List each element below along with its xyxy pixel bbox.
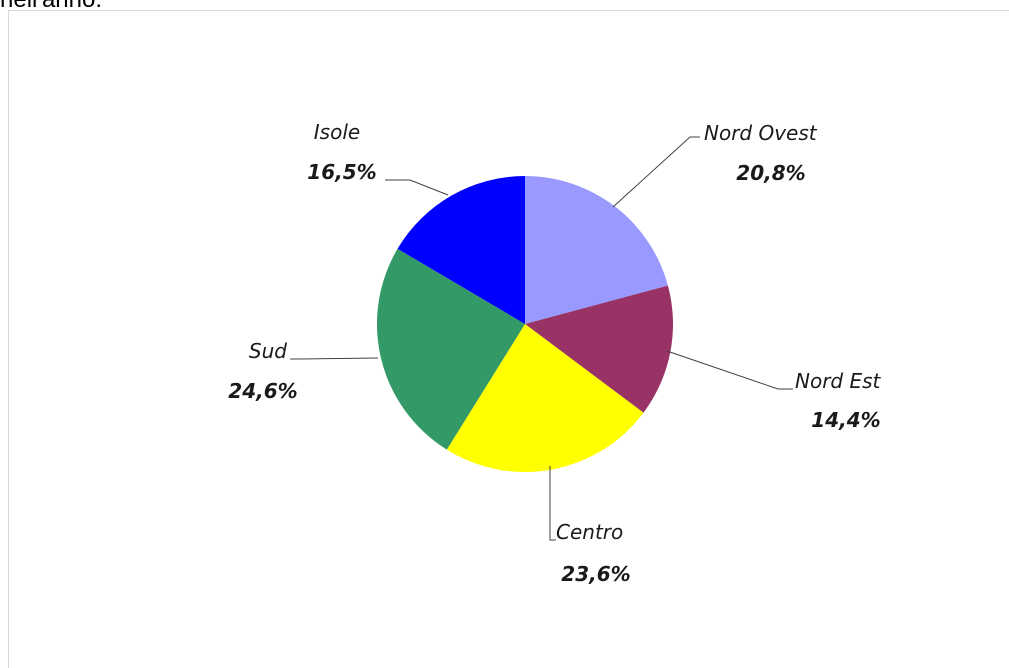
leader-line-nord-est (666, 350, 793, 390)
slice-label-sud: Sud (249, 339, 287, 363)
slice-label-nord-ovest: Nord Ovest (704, 121, 818, 145)
pie-slices (376, 175, 674, 473)
leader-lines (290, 136, 793, 541)
leader-line-centro (549, 466, 556, 541)
pie-slice-nord-ovest (525, 176, 668, 324)
slice-label-nord-est: Nord Est (795, 369, 882, 393)
pie-slice-isole (397, 175, 525, 324)
slice-label-isole: Isole (314, 120, 360, 144)
slice-label-centro: Centro (556, 520, 623, 544)
slice-value-nord-ovest: 20,8% (736, 161, 805, 185)
pie-slice-centro (446, 324, 644, 473)
slice-value-isole: 16,5% (307, 160, 376, 184)
leader-line-sud (290, 357, 379, 360)
leader-line-nord-ovest (612, 136, 700, 208)
slice-value-nord-est: 14,4% (811, 408, 880, 432)
data-labels: Nord Ovest 20,8% Nord Est 14,4% Centro 23,6% S… (228, 120, 881, 586)
pie-slice-nord-est (525, 285, 674, 413)
leader-line-isole (385, 179, 449, 196)
pie-slice-sud (376, 248, 525, 450)
partial-header-text: nell'anno. (0, 0, 102, 14)
slice-value-sud: 24,6% (228, 379, 297, 403)
slice-value-centro: 23,6% (561, 562, 630, 586)
